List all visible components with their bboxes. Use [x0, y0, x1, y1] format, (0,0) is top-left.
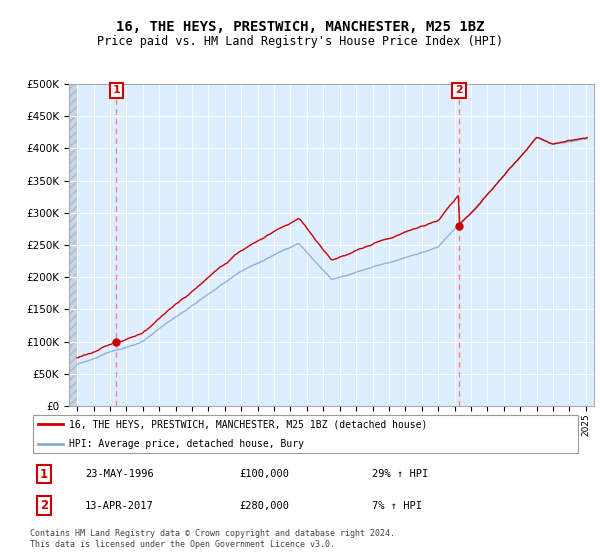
Text: 2: 2 [455, 86, 463, 95]
Text: Contains HM Land Registry data © Crown copyright and database right 2024.
This d: Contains HM Land Registry data © Crown c… [30, 529, 395, 549]
Text: 2: 2 [40, 499, 48, 512]
Text: 1: 1 [40, 468, 48, 480]
Text: 16, THE HEYS, PRESTWICH, MANCHESTER, M25 1BZ: 16, THE HEYS, PRESTWICH, MANCHESTER, M25… [116, 20, 484, 34]
Text: 29% ↑ HPI: 29% ↑ HPI [372, 469, 428, 479]
Text: 23-MAY-1996: 23-MAY-1996 [85, 469, 154, 479]
FancyBboxPatch shape [33, 415, 578, 452]
Text: £280,000: £280,000 [240, 501, 290, 511]
Text: Price paid vs. HM Land Registry's House Price Index (HPI): Price paid vs. HM Land Registry's House … [97, 35, 503, 48]
Text: 13-APR-2017: 13-APR-2017 [85, 501, 154, 511]
Text: 16, THE HEYS, PRESTWICH, MANCHESTER, M25 1BZ (detached house): 16, THE HEYS, PRESTWICH, MANCHESTER, M25… [68, 419, 427, 430]
Text: 1: 1 [112, 86, 120, 95]
Text: HPI: Average price, detached house, Bury: HPI: Average price, detached house, Bury [68, 439, 304, 449]
Text: £100,000: £100,000 [240, 469, 290, 479]
Text: 7% ↑ HPI: 7% ↑ HPI [372, 501, 422, 511]
